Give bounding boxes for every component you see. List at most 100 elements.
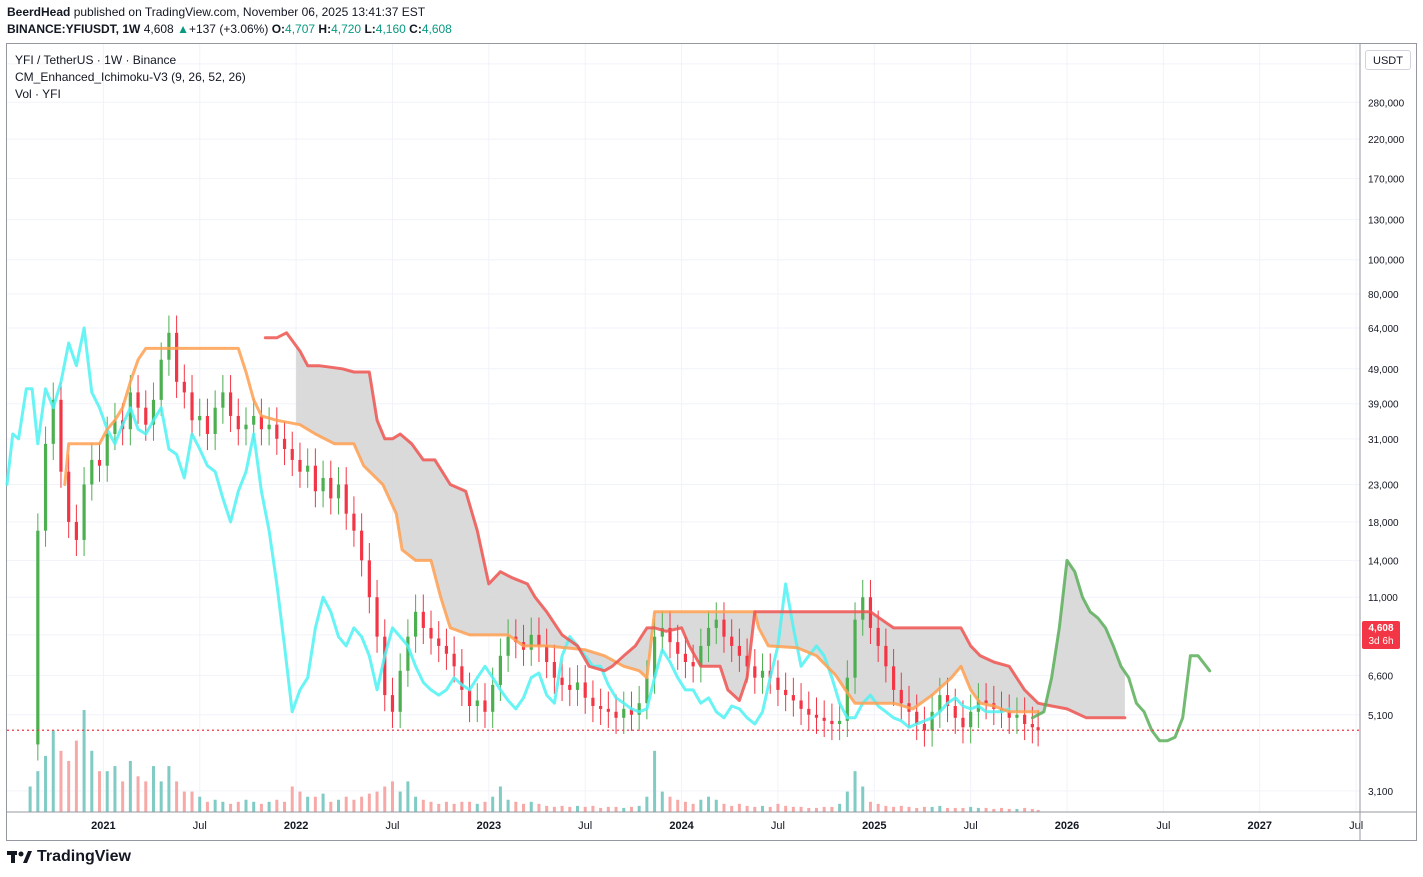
volume-bar bbox=[591, 805, 595, 812]
indicator-lines bbox=[5, 326, 1212, 743]
low-label: L: bbox=[364, 22, 376, 36]
y-tick-label: 49,000 bbox=[1368, 365, 1399, 376]
volume-bar bbox=[414, 796, 418, 812]
volume-bar bbox=[190, 791, 194, 812]
volume-bar bbox=[506, 799, 510, 812]
candle-body bbox=[213, 407, 217, 434]
volume-bar bbox=[383, 786, 387, 812]
candle-body bbox=[413, 611, 418, 637]
publisher-name[interactable]: BeerdHead bbox=[7, 5, 71, 19]
volume-bar bbox=[321, 793, 325, 812]
volume-bar bbox=[552, 806, 556, 812]
x-tick-label: 2024 bbox=[669, 820, 694, 832]
x-tick-label: Jul bbox=[771, 820, 785, 832]
candle-body bbox=[136, 392, 140, 408]
x-tick-label: 2022 bbox=[284, 820, 308, 832]
volume-bar bbox=[259, 803, 263, 812]
candle-body bbox=[190, 392, 194, 421]
legend-indicator[interactable]: CM_Enhanced_Ichimoku-V3 (9, 26, 52, 26) bbox=[15, 70, 246, 84]
line-base-line bbox=[63, 346, 1040, 714]
volume-bar bbox=[128, 761, 132, 812]
candle-body bbox=[498, 655, 503, 685]
volume-bar bbox=[637, 805, 641, 812]
candle-body bbox=[167, 332, 171, 360]
candle-body bbox=[660, 627, 664, 637]
tradingview-logo[interactable]: TradingView bbox=[7, 848, 131, 866]
volume-bar bbox=[175, 781, 179, 812]
candle-body bbox=[452, 653, 456, 667]
candle-body bbox=[467, 689, 472, 707]
candle-body bbox=[36, 530, 40, 745]
volume-bar bbox=[722, 803, 726, 812]
x-tick-label: Jul bbox=[193, 820, 207, 832]
chart-frame[interactable] bbox=[6, 43, 1417, 841]
volume-bar bbox=[946, 807, 950, 812]
volume-bar bbox=[714, 799, 718, 812]
volume-bar bbox=[568, 806, 572, 812]
candle-body bbox=[529, 634, 533, 650]
candle-body bbox=[683, 653, 688, 663]
candle-body bbox=[205, 415, 210, 434]
volume-bar bbox=[306, 796, 310, 812]
candle-body bbox=[51, 399, 55, 444]
candle-body bbox=[406, 636, 410, 671]
volume-bar bbox=[213, 799, 217, 812]
candle-body bbox=[398, 670, 402, 712]
volume-bar bbox=[59, 750, 63, 812]
volume-bar bbox=[136, 776, 140, 812]
volume-bar bbox=[67, 761, 71, 812]
candle-body bbox=[922, 724, 927, 731]
volume-bar bbox=[28, 786, 32, 812]
candle-body bbox=[737, 645, 741, 656]
volume-bar bbox=[205, 801, 209, 812]
volume-bar bbox=[121, 781, 125, 812]
volume-bar bbox=[845, 791, 849, 812]
x-tick-label: Jul bbox=[385, 820, 399, 832]
candle-body bbox=[175, 332, 179, 382]
legend-volume[interactable]: Vol · YFI bbox=[15, 87, 61, 101]
volume-bar bbox=[198, 796, 202, 812]
volume-bar bbox=[352, 799, 356, 812]
volume-bar bbox=[167, 766, 171, 812]
legend-title[interactable]: YFI / TetherUS · 1W · Binance bbox=[15, 53, 177, 67]
volume-bar bbox=[922, 806, 926, 812]
volume-bar bbox=[876, 803, 880, 812]
candle-body bbox=[722, 619, 726, 637]
volume-bar bbox=[1007, 808, 1011, 812]
candle-body bbox=[344, 484, 348, 514]
volume-bar bbox=[498, 786, 502, 812]
volume-bar bbox=[683, 801, 687, 812]
candle-body bbox=[97, 459, 102, 466]
candle-body bbox=[74, 521, 78, 540]
line-lead-line-2 bbox=[263, 331, 1127, 720]
candle-body bbox=[290, 449, 294, 460]
candle-body bbox=[984, 700, 988, 704]
y-tick-label: 130,000 bbox=[1368, 216, 1405, 227]
candle-body bbox=[429, 627, 433, 639]
currency-button[interactable]: USDT bbox=[1365, 50, 1411, 70]
candle-body bbox=[306, 465, 310, 472]
candle-body bbox=[90, 459, 94, 485]
x-tick-label: 2025 bbox=[862, 820, 886, 832]
candle-body bbox=[599, 706, 603, 709]
volume-bar bbox=[814, 807, 818, 812]
grid-lines bbox=[7, 44, 1360, 812]
candle-body bbox=[969, 711, 973, 728]
candle-body bbox=[552, 662, 556, 678]
candle-body bbox=[691, 662, 695, 667]
volume-bar bbox=[961, 807, 965, 812]
price-tag: 4,608 3d 6h bbox=[1362, 621, 1400, 649]
y-tick-label: 220,000 bbox=[1368, 135, 1405, 146]
candle-body bbox=[807, 708, 811, 715]
volume-bar bbox=[737, 803, 741, 812]
volume-bar bbox=[244, 799, 248, 812]
volume-bar bbox=[899, 805, 903, 812]
candle-body bbox=[390, 695, 395, 712]
candle-body bbox=[198, 415, 202, 421]
volume-bar bbox=[529, 801, 533, 812]
candle-body bbox=[745, 655, 749, 667]
volume-bar bbox=[653, 750, 657, 812]
volume-bar bbox=[776, 803, 780, 812]
volume-bars bbox=[28, 710, 1040, 812]
